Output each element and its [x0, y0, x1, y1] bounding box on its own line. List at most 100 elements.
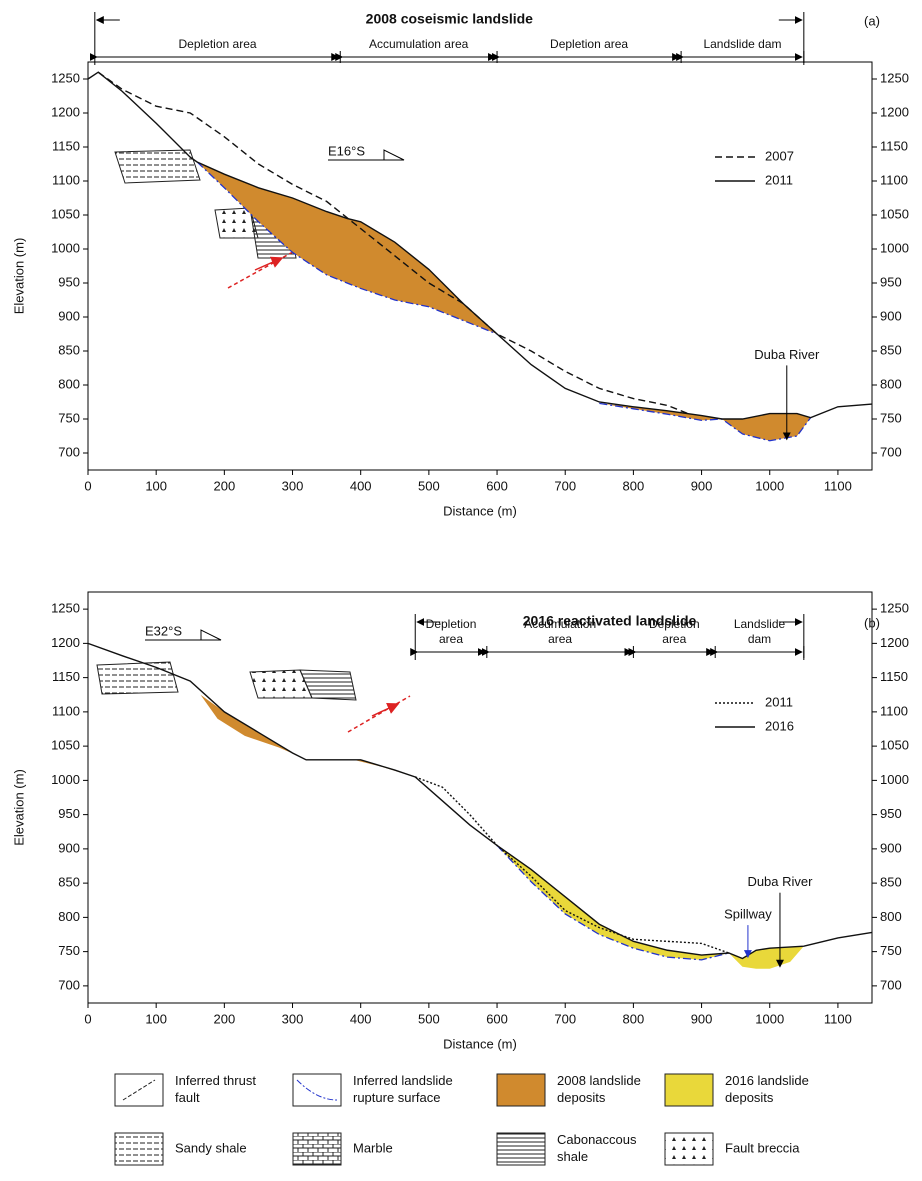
y-axis-label: Elevation (m): [11, 238, 26, 315]
x-tick-label: 800: [623, 1011, 645, 1026]
y-tick-label: 900: [58, 308, 80, 323]
x-tick-label: 500: [418, 478, 440, 493]
y2-tick-label: 800: [880, 909, 902, 924]
x-tick-label: 100: [145, 1011, 167, 1026]
zone-label: Landslide: [734, 617, 786, 631]
legend-item-label: Inferred landslide: [353, 1073, 453, 1088]
y2-tick-label: 1000: [880, 772, 909, 787]
y-tick-label: 800: [58, 376, 80, 391]
deposit-fill: [599, 403, 811, 441]
y-tick-label: 1150: [52, 138, 80, 153]
y2-tick-label: 700: [880, 444, 902, 459]
zone-label: Landslide dam: [703, 37, 781, 51]
legend-item-label: 2008 landslide: [557, 1073, 641, 1088]
y-tick-label: 1150: [52, 669, 80, 684]
y2-tick-label: 1100: [880, 703, 908, 718]
annotation: Duba River: [747, 874, 813, 889]
y-tick-label: 1250: [51, 601, 80, 616]
orientation-symbol: [328, 149, 405, 161]
section-title: 2008 coseismic landslide: [366, 11, 534, 27]
legend-item-label: Inferred thrust: [175, 1073, 256, 1088]
legend-item-label: shale: [557, 1149, 588, 1164]
legend-item-label: fault: [175, 1090, 200, 1105]
orientation-label: E32°S: [145, 623, 182, 638]
deposit-fill: [197, 161, 498, 334]
zone-label: Depletion: [649, 617, 700, 631]
legend-label: 2007: [765, 148, 794, 163]
x-axis-label: Distance (m): [443, 503, 517, 518]
y-tick-label: 1050: [51, 206, 80, 221]
swatch-line: [296, 1079, 338, 1101]
zone-label: Depletion: [426, 617, 477, 631]
y-tick-label: 1200: [51, 635, 80, 650]
profile-line: [97, 71, 689, 415]
zone-label: Depletion area: [178, 37, 256, 51]
y2-tick-label: 1100: [880, 172, 908, 187]
x-tick-label: 400: [350, 478, 372, 493]
zone-label: area: [439, 632, 463, 646]
y-tick-label: 750: [58, 410, 80, 425]
plot-frame: [87, 61, 873, 471]
y-tick-label: 1050: [51, 738, 80, 753]
y2-tick-label: 850: [880, 342, 902, 357]
zone-label: Accumulation: [524, 617, 596, 631]
y2-tick-label: 1150: [880, 669, 908, 684]
x-tick-label: 1000: [755, 1011, 784, 1026]
rupture-surface: [496, 845, 729, 961]
y2-tick-label: 1050: [880, 206, 909, 221]
y2-tick-label: 1250: [880, 70, 909, 85]
x-tick-label: 200: [213, 1011, 235, 1026]
y2-tick-label: 1200: [880, 635, 909, 650]
legend-item-label: Sandy shale: [175, 1140, 247, 1155]
swatch-line: [122, 1079, 156, 1101]
profile-line: [414, 776, 730, 954]
plot-frame: [87, 591, 873, 1004]
y2-tick-label: 750: [880, 410, 902, 425]
legend-label: 2011: [765, 172, 793, 187]
legend-swatch: [664, 1073, 714, 1107]
x-tick-label: 600: [486, 1011, 508, 1026]
x-axis-label: Distance (m): [443, 1036, 517, 1051]
legend-swatch: [496, 1073, 546, 1107]
x-tick-label: 0: [84, 478, 91, 493]
deposit-fill: [728, 946, 804, 969]
y-tick-label: 1000: [51, 240, 80, 255]
y-axis-label: Elevation (m): [11, 769, 26, 846]
panel-label: (b): [864, 615, 880, 630]
zone-label: Depletion area: [550, 37, 628, 51]
zone-label: area: [662, 632, 686, 646]
y-tick-label: 1000: [51, 772, 80, 787]
y2-tick-label: 800: [880, 376, 902, 391]
x-tick-label: 300: [282, 478, 304, 493]
y-tick-label: 700: [58, 444, 80, 459]
y-tick-label: 800: [58, 909, 80, 924]
y2-tick-label: 900: [880, 840, 902, 855]
x-tick-label: 500: [418, 1011, 440, 1026]
legend-item-label: deposits: [557, 1090, 606, 1105]
y2-tick-label: 700: [880, 977, 902, 992]
x-tick-label: 200: [213, 478, 235, 493]
legend-swatch: [292, 1132, 342, 1166]
orientation-label: E16°S: [328, 143, 365, 158]
x-tick-label: 1000: [755, 478, 784, 493]
x-tick-label: 700: [554, 1011, 576, 1026]
annotation: Spillway: [724, 907, 772, 922]
y2-tick-label: 1050: [880, 738, 909, 753]
x-tick-label: 0: [84, 1011, 91, 1026]
y2-tick-label: 1150: [880, 138, 908, 153]
legend-item-label: Fault breccia: [725, 1140, 800, 1155]
y2-tick-label: 900: [880, 308, 902, 323]
annotation: Duba River: [754, 347, 820, 362]
y-tick-label: 750: [58, 943, 80, 958]
legend-swatch: [496, 1132, 546, 1166]
profile-line: [87, 71, 873, 420]
y-tick-label: 950: [58, 274, 80, 289]
y2-tick-label: 850: [880, 875, 902, 890]
y2-tick-label: 1250: [880, 601, 909, 616]
legend-item-label: Cabonaccous: [557, 1132, 637, 1147]
x-tick-label: 1100: [824, 478, 852, 493]
y-tick-label: 1200: [51, 104, 80, 119]
legend-swatch: [664, 1132, 714, 1166]
